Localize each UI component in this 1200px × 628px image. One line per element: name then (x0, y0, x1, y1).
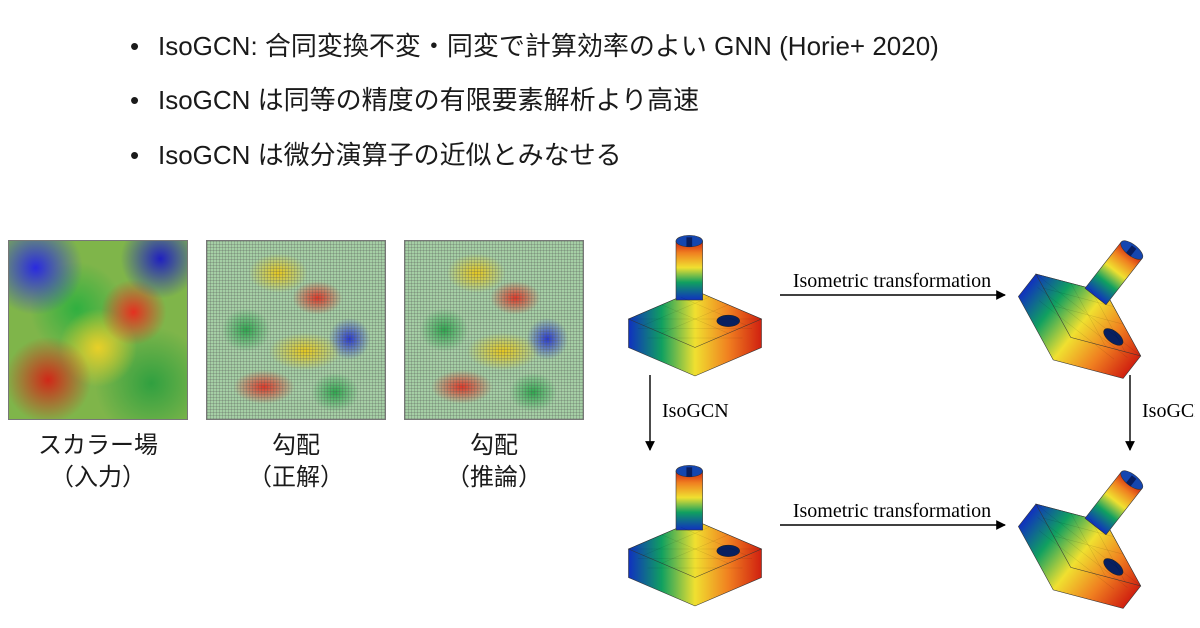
bullet-list: IsoGCN: 合同変換不変・同変で計算効率のよい GNN (Horie+ 20… (130, 28, 1130, 191)
left-figure-row: スカラー場 （入力） 勾配 （正解） 勾配 （推論） (8, 240, 584, 495)
gradient-field-image (206, 240, 386, 420)
node-top-left (629, 235, 762, 376)
arrow-label-isometric: Isometric transformation (793, 270, 991, 292)
isometric-diagram: Isometric transformation Isometric trans… (605, 225, 1195, 620)
caption-line: （推論） (446, 464, 542, 491)
bullet-item: IsoGCN は同等の精度の有限要素解析より高速 (130, 82, 1130, 118)
arrow-label-isometric: Isometric transformation (793, 500, 991, 522)
caption-line: （正解） (248, 464, 344, 491)
figure-caption: スカラー場 （入力） (38, 430, 158, 495)
scalar-field-image (8, 240, 188, 420)
caption-line: 勾配 (272, 432, 320, 459)
diagram-svg: Isometric transformation Isometric trans… (605, 225, 1195, 620)
gradient-field-image (404, 240, 584, 420)
caption-line: （入力） (50, 464, 146, 491)
figure-scalar-input: スカラー場 （入力） (8, 240, 188, 495)
bullet-item: IsoGCN は微分演算子の近似とみなせる (130, 137, 1130, 173)
caption-line: スカラー場 (38, 432, 158, 459)
arrow-label-isogcn: IsoGCN (1142, 400, 1195, 422)
gradient-field-bg (207, 241, 385, 419)
caption-line: 勾配 (470, 432, 518, 459)
node-bottom-left (629, 465, 762, 606)
figure-caption: 勾配 （正解） (248, 430, 344, 495)
arrow-label-isogcn: IsoGCN (662, 400, 729, 422)
node-bottom-right (1001, 438, 1192, 620)
figure-gradient-pred: 勾配 （推論） (404, 240, 584, 495)
figure-caption: 勾配 （推論） (446, 430, 542, 495)
gradient-field-bg (405, 241, 583, 419)
node-top-right (1001, 225, 1192, 401)
figure-gradient-gt: 勾配 （正解） (206, 240, 386, 495)
bullet-item: IsoGCN: 合同変換不変・同変で計算効率のよい GNN (Horie+ 20… (130, 28, 1130, 64)
